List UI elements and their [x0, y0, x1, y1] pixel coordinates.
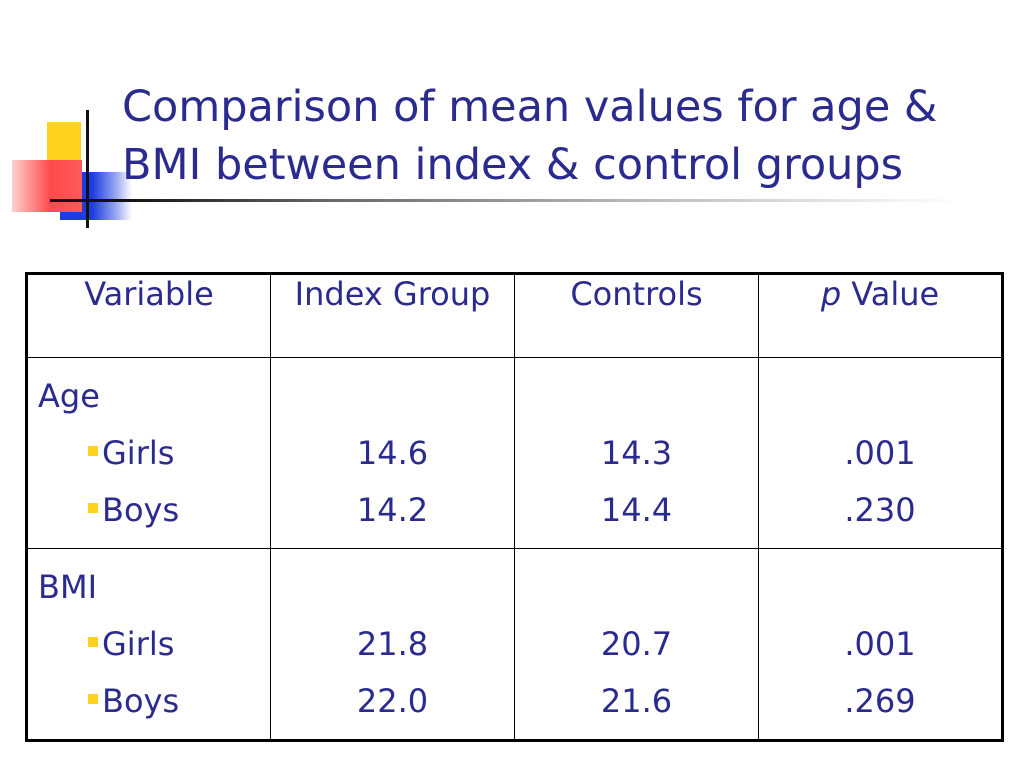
- table-header-row: Variable Index Group Controls p Value: [26, 273, 1003, 358]
- value: 14.3: [600, 434, 673, 472]
- row-label: Girls: [102, 624, 175, 663]
- header-controls: Controls: [514, 273, 759, 358]
- list-item: Girls: [28, 616, 270, 673]
- header-p-value: p Value: [758, 273, 1003, 358]
- index-group-cell: 14.6 14.2: [270, 357, 515, 549]
- variable-cell: Age Girls Boys: [26, 357, 271, 549]
- title-underline: [50, 199, 960, 202]
- row-label: Girls: [102, 434, 175, 472]
- decor-yellow-square: [47, 122, 81, 166]
- header-variable: Variable: [26, 273, 271, 358]
- value: 14.2: [356, 491, 429, 529]
- value: .001: [844, 624, 916, 663]
- table-row: Age Girls Boys 14.6 14.2 14.3 14.4 .001: [26, 357, 1003, 549]
- decor-vertical-line: [86, 110, 89, 228]
- bullet-square-icon: [88, 446, 98, 456]
- bullet-square-icon: [88, 693, 98, 704]
- header-index-group: Index Group: [270, 273, 515, 358]
- decor-red-square: [12, 160, 82, 212]
- value: .269: [844, 681, 916, 720]
- index-group-cell: 21.8 22.0: [270, 547, 515, 742]
- value: 21.8: [356, 624, 429, 663]
- comparison-table: Variable Index Group Controls p Value Ag…: [25, 272, 1004, 742]
- row-label: Boys: [102, 491, 180, 529]
- group-name: BMI: [38, 567, 97, 606]
- bullet-square-icon: [88, 503, 98, 513]
- list-item: Boys: [28, 673, 270, 730]
- value: 20.7: [600, 624, 673, 663]
- value: .230: [844, 491, 916, 529]
- header-p-italic: p: [820, 275, 842, 313]
- value: 14.6: [356, 434, 429, 472]
- controls-cell: 20.7 21.6: [514, 547, 759, 742]
- controls-cell: 14.3 14.4: [514, 357, 759, 549]
- group-name: Age: [38, 377, 100, 415]
- bullet-square-icon: [88, 636, 98, 647]
- variable-cell: BMI Girls Boys: [26, 547, 271, 742]
- p-value-cell: .001 .230: [758, 357, 1003, 549]
- table-row: BMI Girls Boys 21.8 22.0 20.7 21.6 .001: [26, 547, 1003, 742]
- value: 21.6: [600, 681, 673, 720]
- list-item: Boys: [28, 482, 270, 539]
- value: 14.4: [600, 491, 673, 529]
- list-item: Girls: [28, 425, 270, 482]
- value: .001: [844, 434, 916, 472]
- slide-title: Comparison of mean values for age & BMI …: [122, 82, 938, 190]
- value: 22.0: [356, 681, 429, 720]
- row-label: Boys: [102, 681, 180, 720]
- header-p-rest: Value: [841, 275, 940, 313]
- p-value-cell: .001 .269: [758, 547, 1003, 742]
